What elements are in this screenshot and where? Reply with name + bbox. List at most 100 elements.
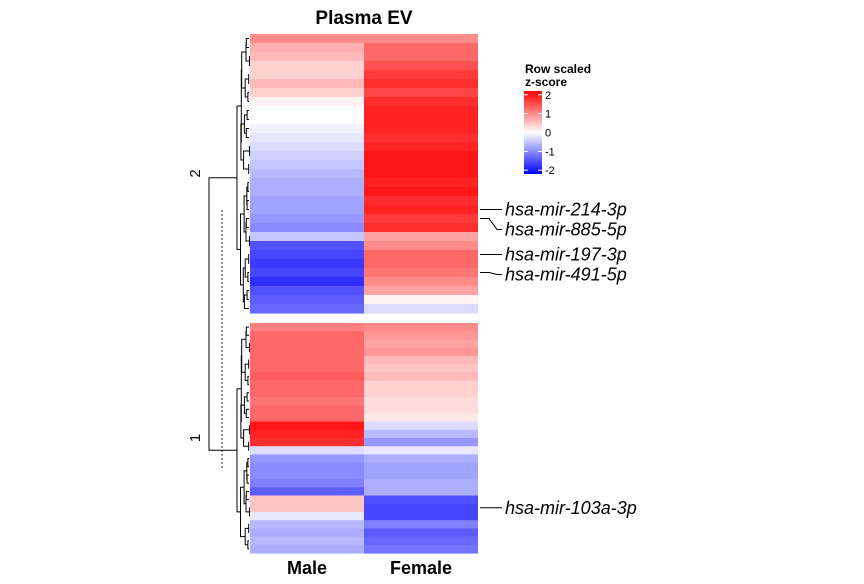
heatmap-cell — [250, 142, 364, 152]
heatmap-cell — [250, 232, 364, 242]
heatmap-cell — [364, 479, 478, 488]
heatmap-cell — [250, 429, 364, 439]
legend-title-line-2: z-score — [525, 75, 567, 89]
heatmap-cell — [250, 331, 364, 341]
heatmap-cell — [364, 528, 478, 538]
heatmap-cell — [364, 169, 478, 179]
heatmap-cell — [364, 178, 478, 188]
heatmap-cells — [250, 34, 478, 554]
heatmap-cell — [250, 250, 364, 260]
heatmap-cell — [364, 388, 478, 398]
heatmap-cell — [250, 528, 364, 538]
heatmap-cell — [364, 323, 478, 332]
heatmap-cell — [364, 106, 478, 116]
heatmap-cell — [364, 250, 478, 260]
heatmap-cell — [364, 196, 478, 206]
heatmap-cell — [364, 277, 478, 287]
heatmap-cell — [250, 205, 364, 215]
heatmap-cell — [250, 339, 364, 349]
heatmap-cell — [250, 413, 364, 423]
heatmap-cell — [364, 429, 478, 439]
heatmap-cell — [250, 479, 364, 488]
heatmap-cell — [364, 503, 478, 513]
heatmap-cell — [250, 405, 364, 414]
heatmap-cell — [250, 34, 364, 44]
heatmap-cell — [250, 536, 364, 546]
heatmap-cell — [364, 268, 478, 278]
heatmap-cell — [250, 259, 364, 269]
legend-tick-label: 2 — [545, 90, 551, 102]
row-dendrogram — [208, 38, 250, 550]
heatmap-cell — [250, 124, 364, 134]
heatmap-cell — [250, 364, 364, 373]
heatmap-cell — [250, 169, 364, 179]
heatmap-cell — [250, 196, 364, 206]
legend-tick-label: 0 — [545, 128, 551, 140]
heatmap-cell — [364, 232, 478, 242]
cluster-label: 2 — [187, 169, 204, 177]
legend-title-line-1: Row scaled — [525, 62, 591, 76]
heatmap-cell — [250, 241, 364, 251]
heatmap-cell — [364, 511, 478, 521]
heatmap-cell — [250, 61, 364, 71]
column-label: Female — [390, 558, 452, 578]
color-legend: Row scaled z-score 2 1 0 -1 -2 — [524, 62, 591, 177]
heatmap-cell — [250, 151, 364, 161]
heatmap-cell — [250, 438, 364, 447]
heatmap-cell — [364, 124, 478, 134]
heatmap-cell — [250, 388, 364, 398]
heatmap-cell — [364, 364, 478, 373]
heatmap-cell — [364, 536, 478, 546]
heatmap-cell — [364, 396, 478, 406]
heatmap-cell — [250, 52, 364, 62]
heatmap-cell — [364, 462, 478, 472]
heatmap-cell — [250, 178, 364, 188]
row-label-leader — [480, 218, 502, 230]
heatmap-cell — [364, 34, 478, 44]
heatmap-cell — [250, 355, 364, 365]
heatmap-cell — [364, 372, 478, 382]
heatmap-cell — [250, 446, 364, 456]
heatmap-cell — [364, 286, 478, 296]
legend-tick-label: 1 — [545, 109, 551, 121]
heatmap-cell — [250, 43, 364, 53]
heatmap-cell — [250, 160, 364, 170]
heatmap-cell — [250, 520, 364, 529]
row-label: hsa-mir-491-5p — [505, 265, 627, 285]
row-label-leader — [480, 272, 502, 275]
row-label: hsa-mir-103a-3p — [505, 498, 637, 518]
heatmap-cell — [364, 413, 478, 423]
heatmap-cell — [364, 205, 478, 215]
heatmap-cell — [364, 405, 478, 414]
heatmap-cell — [250, 106, 364, 116]
heatmap-cell — [250, 396, 364, 406]
heatmap-cell — [250, 347, 364, 357]
legend-tick-label: -2 — [545, 165, 555, 177]
legend-tick-label: -1 — [545, 146, 555, 158]
chart-title: Plasma EV — [315, 8, 412, 29]
heatmap-cell — [364, 495, 478, 505]
heatmap-cell — [250, 421, 364, 431]
heatmap-cell — [364, 347, 478, 357]
heatmap-cell — [364, 438, 478, 447]
heatmap-cell — [250, 223, 364, 233]
heatmap-cell — [364, 331, 478, 341]
heatmap-cell — [250, 214, 364, 224]
heatmap-cell — [250, 470, 364, 480]
heatmap-cell — [364, 97, 478, 107]
heatmap-cell — [250, 295, 364, 305]
heatmap-cell — [364, 52, 478, 62]
heatmap-cell — [364, 487, 478, 497]
heatmap-cell — [250, 323, 364, 332]
heatmap-cell — [250, 380, 364, 390]
heatmap-cell — [250, 268, 364, 278]
heatmap-cell — [364, 79, 478, 89]
heatmap-cell — [250, 495, 364, 505]
heatmap-cell — [250, 511, 364, 521]
heatmap-cell — [250, 277, 364, 287]
heatmap-cell — [364, 151, 478, 161]
heatmap-cell — [250, 79, 364, 89]
heatmap-cell — [250, 487, 364, 497]
